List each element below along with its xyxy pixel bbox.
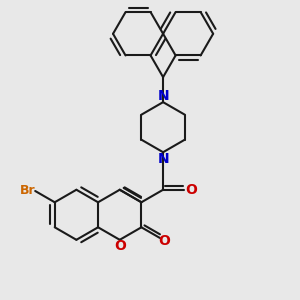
Text: O: O [185,183,197,197]
Text: O: O [158,234,170,248]
Text: Br: Br [20,184,36,197]
Text: N: N [157,152,169,166]
Text: N: N [157,89,169,103]
Text: O: O [114,239,126,253]
